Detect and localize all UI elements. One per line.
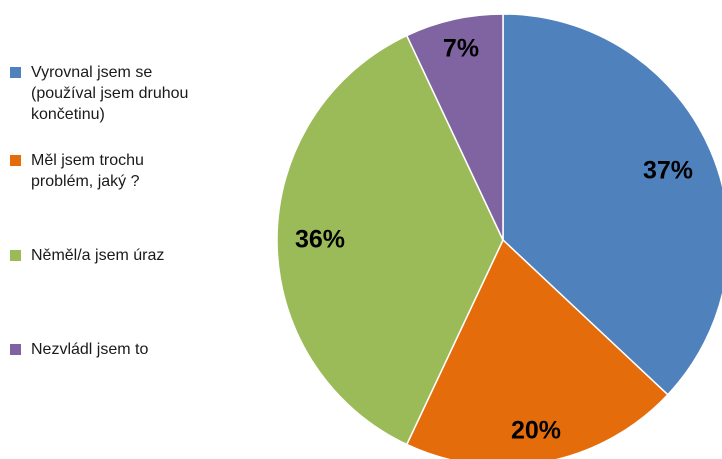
pie-slice-mel-problem xyxy=(405,238,669,459)
legend-swatch-vyrovnal xyxy=(10,67,21,78)
pie-value-labels: 37% 20% 36% 7% xyxy=(295,35,693,445)
pie-value-label-mel-problem: 20% xyxy=(511,417,561,445)
legend-item-nezvladl: Nezvládl jsem to xyxy=(10,339,241,360)
legend-label-vyrovnal: Vyrovnal jsem se (používal jsem druhou k… xyxy=(31,64,189,123)
pie-slice-vyrovnal xyxy=(502,13,722,396)
legend-item-vyrovnal: Vyrovnal jsem se (používal jsem druhou k… xyxy=(10,62,241,125)
pie-slices xyxy=(276,13,722,459)
legend-item-nemel-uraz: Něměl/a jsem úraz xyxy=(10,245,241,266)
pie-value-label-vyrovnal: 37% xyxy=(643,157,693,185)
pie-slice-nezvladl xyxy=(405,13,504,241)
legend-label-nezvladl: Nezvládl jsem to xyxy=(31,341,149,358)
legend-label-nemel-uraz: Něměl/a jsem úraz xyxy=(31,247,165,264)
legend-label-mel-problem: Měl jsem trochu problém, jaký ? xyxy=(31,152,144,190)
legend-swatch-nezvladl xyxy=(10,344,21,355)
pie-value-label-nemel-uraz: 36% xyxy=(295,226,345,254)
pie-value-label-nezvladl: 7% xyxy=(443,35,479,63)
legend-item-mel-problem: Měl jsem trochu problém, jaký ? xyxy=(10,150,241,192)
pie-slice-nemel-uraz xyxy=(276,34,504,446)
legend-swatch-mel-problem xyxy=(10,155,21,166)
legend-swatch-nemel-uraz xyxy=(10,250,21,261)
